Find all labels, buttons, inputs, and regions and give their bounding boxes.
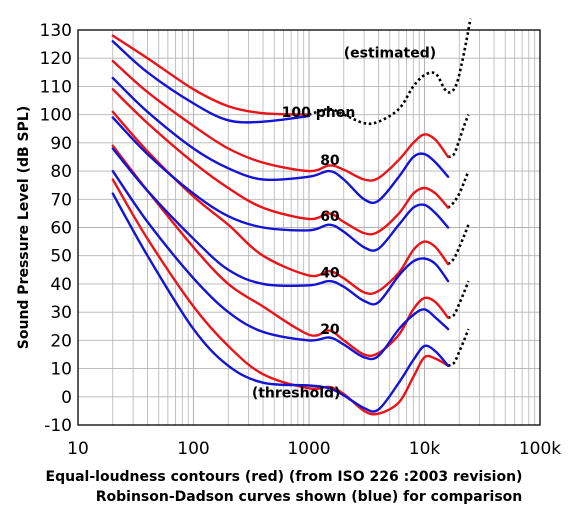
estimated-curve-5: [447, 328, 470, 368]
y-tick-labels: -10 0 10 20 30 40 50 60 70 80 90 100 110 120 130: [40, 21, 72, 436]
series-layer: [111, 18, 472, 416]
plot-frame: [77, 29, 541, 426]
y-tick-label: 90: [50, 134, 72, 154]
annotation-label: 60: [320, 209, 340, 225]
annotation-label: (threshold): [252, 386, 341, 402]
x-axis-label: Equal-loudness contours (red) (from ISO …: [46, 469, 523, 485]
y-tick-label: 130: [40, 21, 72, 41]
x-tick-labels: 10 100 1000 10k 100k: [67, 439, 561, 459]
y-tick-label: 0: [61, 388, 72, 408]
annotation-label: 100 phon: [282, 105, 356, 121]
y-tick-label: 60: [50, 219, 72, 239]
annotation-label: 20: [320, 322, 340, 338]
estimated-curve-3: [447, 224, 470, 266]
x-tick-label: 10: [67, 439, 89, 459]
estimated-curve-2: [447, 170, 470, 209]
robinson-curve-3: [111, 147, 450, 306]
iso-curve-5: [111, 178, 450, 416]
annotations: (estimated) 100 phon 80 60 40 20 (threshold): [252, 46, 436, 402]
y-tick-label: 80: [50, 162, 72, 182]
y-tick-label: 120: [40, 49, 72, 69]
annotation-label: 80: [320, 153, 340, 169]
y-tick-label: 70: [50, 190, 72, 210]
robinson-curve-1: [111, 76, 450, 205]
robinson-curve-0: [111, 40, 311, 124]
y-tick-label: 50: [50, 247, 72, 267]
y-tick-label: -10: [44, 416, 72, 436]
robinson-curve-4: [111, 169, 450, 361]
estimated-curve-0: [308, 18, 472, 126]
iso-curve-2: [111, 88, 450, 236]
y-axis-label: Sound Pressure Level (dB SPL): [16, 106, 32, 349]
y-tick-label: 30: [50, 303, 72, 323]
x-tick-label: 10k: [409, 439, 441, 459]
iso-curve-0: [111, 34, 311, 116]
grid: [78, 30, 540, 425]
robinson-curve-2: [111, 116, 450, 252]
x-axis-label-secondary: Robinson-Dadson curves shown (blue) for …: [96, 489, 523, 505]
annotation-label: (estimated): [344, 46, 436, 62]
iso-curve-1: [111, 59, 450, 182]
iso-curve-3: [111, 110, 450, 295]
iso-curve-4: [111, 144, 450, 358]
y-tick-label: 40: [50, 275, 72, 295]
y-tick-label: 20: [50, 331, 72, 351]
y-tick-label: 110: [40, 77, 72, 97]
estimated-curve-1: [447, 114, 470, 159]
x-tick-label: 100: [177, 439, 209, 459]
y-tick-label: 10: [50, 360, 72, 380]
robinson-curve-5: [111, 192, 450, 413]
x-tick-label: 1000: [287, 439, 330, 459]
annotation-label: 40: [320, 266, 340, 282]
y-tick-label: 100: [40, 106, 72, 126]
x-tick-label: 100k: [519, 439, 561, 459]
